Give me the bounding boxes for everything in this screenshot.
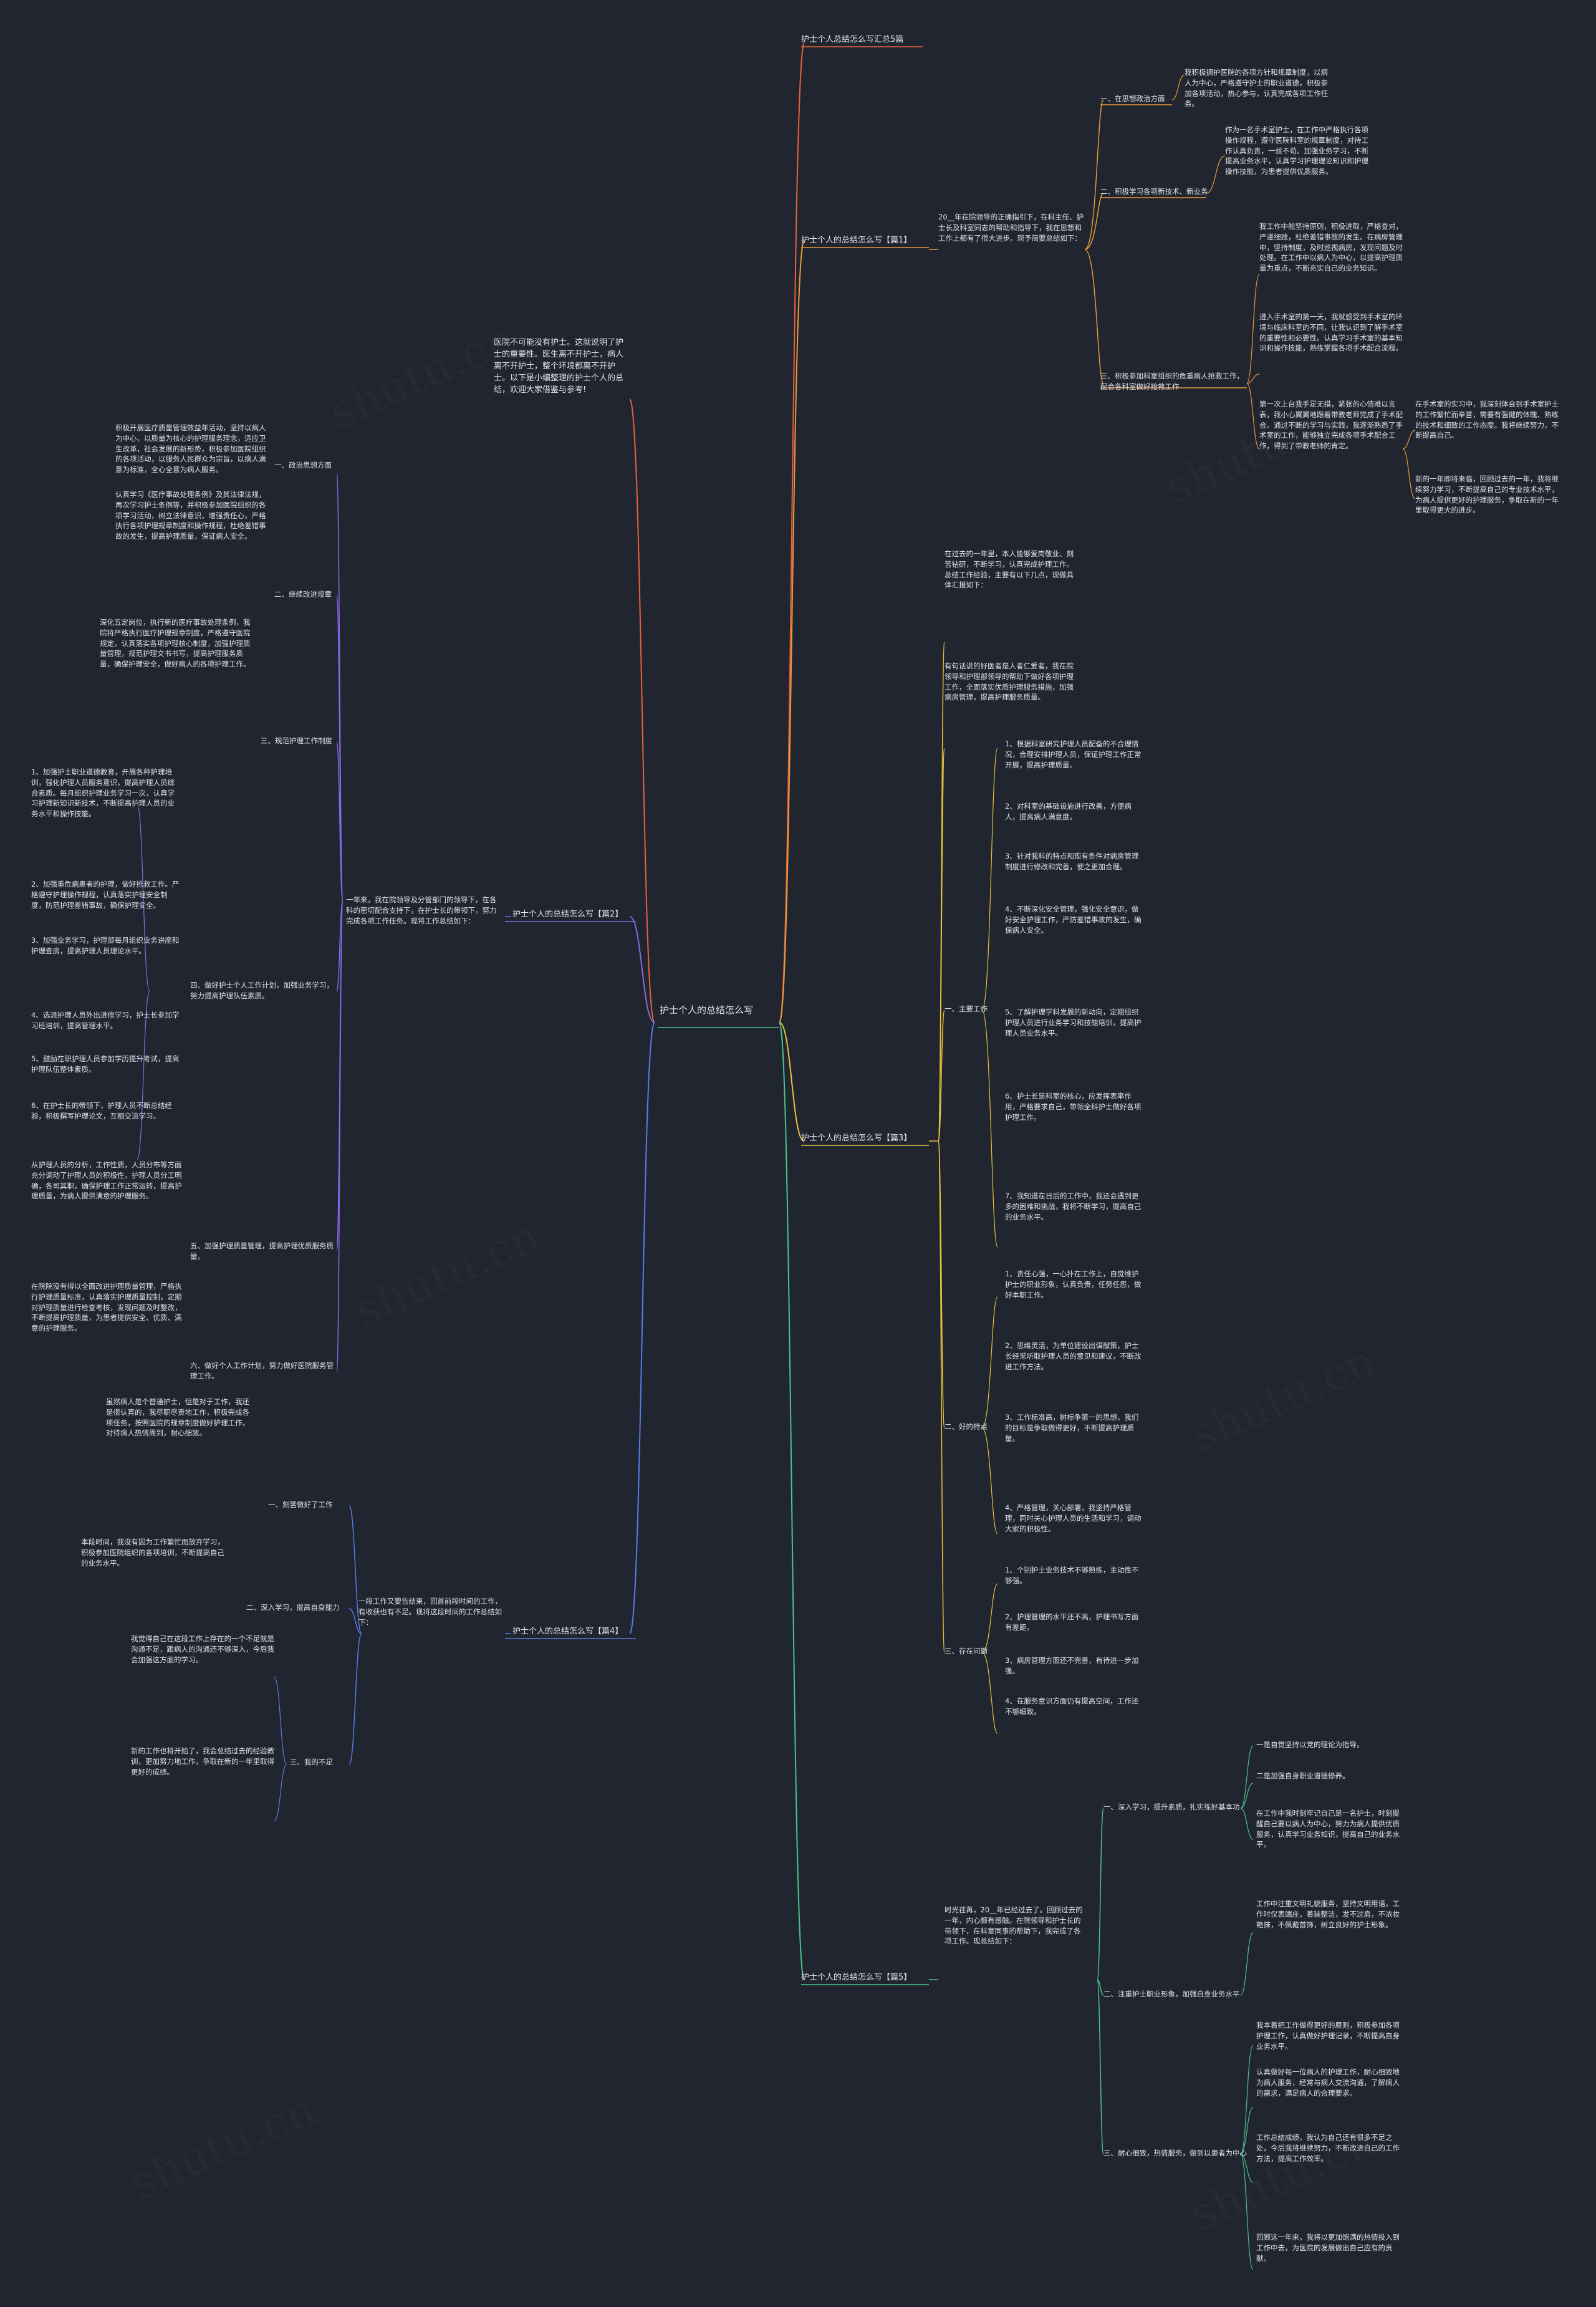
intro-node[interactable]: 医院不可能没有护士。这就说明了护士的重要性。医生离不开护士，病人离不开护士，整个… (494, 338, 624, 395)
b3-text-7: 7、我知道在日后的工作中，我还会遇到更多的困难和挑战，我将不断学习，提高自己的业… (1005, 1192, 1142, 1221)
b5-intro: 时光荏苒，20__年已经过去了。回顾过去的一年，内心颇有感触。在院领导和护士长的… (945, 1905, 1083, 1946)
b2-text-6: 3、加强业务学习，护理部每月组织业务讲座和护理查房，提高护理人员理论水平。 (31, 936, 180, 955)
b2-text-4: 1、加强护士职业道德教育，开展各种护理培训，强化护理人员服务意识，提高护理人员综… (31, 768, 175, 819)
branch-2[interactable]: 护士个人的总结怎么写【篇2】 (512, 910, 623, 919)
b5-sub-2[interactable]: 二、注重护士职业形象，加强自身业务水平 (1103, 1990, 1240, 1998)
root-node[interactable]: 护士个人的总结怎么写 (660, 1004, 754, 1016)
b2-sub-5[interactable]: 五、加强护理质量管理，提高护理优质服务质量。 (190, 1241, 334, 1261)
branch-1[interactable]: 护士个人的总结怎么写【篇1】 (801, 236, 912, 245)
b2-text-7: 4、选派护理人员外出进修学习，护士长参加学习班培训，提高管理水平。 (31, 1011, 180, 1030)
b1-text-6: 在手术室的实习中，我深刻体会到手术室护士的工作繁忙而辛苦，需要有强健的体魄、熟练… (1415, 400, 1559, 440)
b4-sub-3[interactable]: 三、我的不足 (290, 1758, 333, 1766)
b3-text-6: 6、护士长是科室的核心，应发挥表率作用，严格要求自己，带领全科护士做好各项护理工… (1005, 1092, 1142, 1122)
b4-text-2: 本段时间，我没有因为工作繁忙而放弃学习，积极参加医院组织的各项培训，不断提高自己… (81, 1538, 224, 1568)
b5-text-4: 工作中注重文明礼貌服务，坚持文明用语，工作时仪表端庄，着装整洁，发不过肩，不浓妆… (1256, 1899, 1400, 1929)
b3-text-3: 3、针对我科的特点和现有条件对病房管理制度进行修改和完善，使之更加合理。 (1005, 852, 1139, 871)
b3-text-11: 4、严格管理，关心部署，我坚持严格管理，同时关心护理人员的生活和学习，调动大家的… (1005, 1503, 1142, 1533)
b3-text-2: 2、对科室的基础设施进行改善，方便病人，提高病人满意度。 (1005, 802, 1132, 821)
b5-text-5: 我本着把工作做得更好的原则，积极参加各项护理工作，认真做好护理记录，不断提高自身… (1256, 2021, 1400, 2051)
b2-sub-2[interactable]: 二、继续改进规章 (274, 590, 332, 599)
b1-sub-1[interactable]: 一、在思想政治方面 (1100, 94, 1165, 103)
b3-text-10: 3、工作标准高，树标争第一的思想，我们的目标是争取做得更好，不断提高护理质量。 (1005, 1413, 1139, 1443)
link-root-b2 (629, 916, 655, 1023)
b3-text-5: 5、了解护理学科发展的新动向，定期组织护理人员进行业务学习和技能培训，提高护理人… (1005, 1008, 1142, 1038)
b2-text-9: 6、在护士长的带领下，护理人员不断总结经验，积极撰写护理论文，互相交流学习。 (31, 1101, 172, 1120)
b3-text-12: 1、个别护士业务技术不够熟练，主动性不够强。 (1005, 1566, 1139, 1585)
b4-sub-1[interactable]: 一、刻苦做好了工作 (268, 1500, 333, 1509)
b5-text-7: 工作总结成绩，我认为自己还有很多不足之处，今后我将继续努力，不断改进自己的工作方… (1256, 2133, 1400, 2163)
b4-intro: 一段工作又要告结束，回首前段时间的工作，有收获也有不足。现将这段时间的工作总结如… (358, 1597, 502, 1627)
link-root-b4 (629, 1022, 655, 1634)
b1-text-5: 第一次上台我手足无措，紧张的心情难以言表，我小心翼翼地跟着带教老师完成了手术配合… (1259, 400, 1403, 451)
b3-text-15: 4、在服务意识方面仍有提高空间，工作还不够细致。 (1005, 1697, 1139, 1716)
b1-text-3: 我工作中能坚持原则，积极进取，严格查对，严谨细致，杜绝差错事故的发生。在病房管理… (1259, 222, 1403, 273)
b2-text-2: 认真学习《医疗事故处理条例》及其法律法规，再次学习护士条例等，并积极参加医院组织… (115, 490, 266, 541)
b1-sub-3[interactable]: 三、积极参加科室组织的危重病人抢救工作，配合各科室做好抢救工作 (1100, 372, 1244, 391)
b2-sub-3[interactable]: 三、规范护理工作制度 (261, 736, 332, 745)
b2-text-3: 深化五定岗位，执行新的医疗事故处理条例，我院将严格执行医疗护理规章制度，严格遵守… (100, 618, 251, 669)
b2-text-1: 积极开展医疗质量管理效益年活动，坚持以病人为中心，以质量为核心的护理服务理念，适… (115, 423, 266, 474)
branch-3[interactable]: 护士个人的总结怎么写【篇3】 (801, 1134, 912, 1143)
link-root-b0 (779, 43, 805, 1023)
b2-text-8: 5、鼓励在职护理人员参加学历提升考试，提高护理队伍整体素质。 (31, 1054, 180, 1074)
b3-sub-2[interactable]: 二、好的特点 (945, 1422, 988, 1431)
b3-text-13: 2、护理管理的水平还不高，护理书写方面有差距。 (1005, 1612, 1139, 1632)
b5-sub-3[interactable]: 三、耐心细致，热情服务，做到以患者为中心 (1103, 2149, 1247, 2157)
b4-text-4: 新的工作也将开始了，我会总结过去的经验教训，更加努力地工作，争取在新的一年里取得… (131, 1746, 274, 1776)
b3-sub-3[interactable]: 三、存在问题 (945, 1647, 988, 1655)
b2-text-5: 2、加强重危病患者的护理，做好抢救工作。严格遵守护理操作规程，认真落实护理安全制… (31, 880, 180, 910)
b4-text-3: 我觉得自己在这段工作上存在的一个不足就是沟通不足，跟病人的沟通还不够深入，今后我… (131, 1634, 274, 1664)
b3-intro: 在过去的一年里，本人能够爱岗敬业、刻苦钻研，不断学习，认真完成护理工作。总结工作… (945, 549, 1074, 590)
b1-text-7: 新的一年即将来临，回顾过去的一年，我将继续努力学习，不断提高自己的专业技术水平，… (1415, 474, 1559, 515)
b5-text-2: 二是加强自身职业道德修养。 (1256, 1771, 1350, 1780)
b1-text-4: 进入手术室的第一天，我就感受到手术室的环境与临床科室的不同，让我认识到了解手术室… (1259, 312, 1403, 353)
b1-intro: 20__年在院领导的正确指引下，在科主任、护士长及科室同志的帮助和指导下，我在思… (938, 213, 1084, 243)
b5-text-8: 回顾这一年来，我将以更加饱满的热情投入到工作中去，为医院的发展做出自己应有的贡献… (1256, 2233, 1400, 2263)
link-root-intro (629, 398, 655, 1023)
b3-text-14: 3、病房管理方面还不完善，有待进一步加强。 (1005, 1656, 1139, 1675)
b3-text-0: 有句话说的好医者是人者仁爱者，我在院领导和护理部领导的帮助下做好各项护理工作，全… (945, 662, 1074, 702)
b4-text-1: 虽然病人是个普通护士，但是对于工作，我还是很认真的，我尽职尽责地工作，积极完成各… (106, 1397, 249, 1438)
branch-4[interactable]: 护士个人的总结怎么写【篇4】 (512, 1627, 623, 1636)
b3-text-9: 2、思维灵活，为单位建设出谋献策，护士长经常听取护理人员的意见和建议，不断改进工… (1005, 1341, 1142, 1371)
b3-text-8: 1、责任心强，一心扑在工作上，自觉维护护士的职业形象，认真负责，任劳任怨，做好本… (1005, 1269, 1142, 1299)
b2-sub-6[interactable]: 六、做好个人工作计划，努力做好医院服务管理工作。 (190, 1361, 334, 1380)
b2-sub-4[interactable]: 四、做好护士个人工作计划，加强业务学习，努力提高护理队伍素质。 (190, 981, 334, 1000)
b1-text-1: 我积极拥护医院的各项方针和规章制度，以病人为中心，严格遵守护士的职业道德，积极参… (1185, 68, 1328, 108)
b4-sub-2[interactable]: 二、深入学习，提高自身能力 (246, 1603, 340, 1612)
b5-sub-1[interactable]: 一、深入学习，提升素质，扎实练好基本功 (1103, 1803, 1240, 1811)
b2-text-11: 在院院没有得以全面改进护理质量管理，严格执行护理质量标准，认真落实护理质量控制，… (31, 1282, 182, 1333)
b5-text-6: 认真做好每一位病人的护理工作，耐心细致地为病人服务，经常与病人交流沟通，了解病人… (1256, 2068, 1400, 2097)
b3-text-4: 4、不断深化安全管理，强化安全意识，做好安全护理工作，严防差错事故的发生，确保病… (1005, 905, 1142, 935)
b3-sub-1[interactable]: 一、主要工作 (945, 1004, 988, 1013)
link-root-b1 (779, 239, 805, 1023)
branch-summary[interactable]: 护士个人总结怎么写汇总5篇 (801, 35, 904, 44)
b1-text-2: 作为一名手术室护士，在工作中严格执行各项操作规程，遵守医院科室的规章制度，对待工… (1225, 125, 1368, 176)
b1-sub-2[interactable]: 二、积极学习各项新技术、新业务 (1100, 187, 1208, 196)
b5-text-1: 一是自觉坚持以党的理论为指导。 (1256, 1740, 1364, 1749)
b2-text-10: 从护理人员的分析，工作性质，人员分布等方面充分调动了护理人员的积极性，护理人员分… (31, 1160, 182, 1201)
b2-intro: 一年来，我在院领导及分管部门的领导下，在各科的密切配合支持下，在护士长的带领下，… (346, 895, 497, 925)
link-root-b5 (779, 1022, 805, 1980)
b5-text-3: 在工作中我时刻牢记自己是一名护士，时刻提醒自己要以病人为中心，努力为病人提供优质… (1256, 1809, 1400, 1849)
b3-text-1: 1、根据科室研究护理人员配备的不合理情况，合理安排护理人员，保证护理工作正常开展… (1005, 739, 1142, 769)
b2-sub-1[interactable]: 一、政治思想方面 (274, 461, 332, 470)
branch-5[interactable]: 护士个人的总结怎么写【篇5】 (801, 1973, 912, 1982)
link-root-b3 (779, 1022, 805, 1142)
